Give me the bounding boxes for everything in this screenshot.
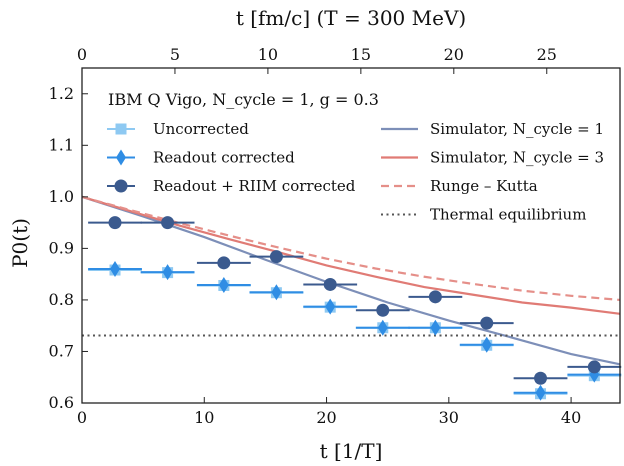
top-x-tick-label: 20 bbox=[444, 45, 464, 64]
point-diamond bbox=[162, 264, 173, 281]
y-tick-label: 0.8 bbox=[49, 290, 74, 309]
y-tick-label: 1.1 bbox=[49, 135, 74, 154]
series-points bbox=[88, 216, 622, 401]
point-circle bbox=[534, 371, 548, 385]
point-circle bbox=[480, 316, 494, 330]
top-x-tick-label: 10 bbox=[258, 45, 278, 64]
legend-label: Readout corrected bbox=[153, 149, 295, 167]
x-tick-label: 10 bbox=[194, 408, 214, 427]
top-x-tick-label: 0 bbox=[77, 45, 87, 64]
top-x-tick-label: 25 bbox=[537, 45, 557, 64]
point-circle bbox=[108, 216, 122, 230]
point-diamond bbox=[271, 284, 282, 301]
x-tick-label: 20 bbox=[316, 408, 336, 427]
point-diamond bbox=[116, 149, 126, 166]
point-diamond bbox=[110, 261, 121, 277]
point-circle bbox=[114, 179, 128, 193]
x-tick-label: 30 bbox=[439, 408, 459, 427]
x-tick-label: 0 bbox=[77, 408, 87, 427]
point-circle bbox=[161, 216, 175, 230]
point-diamond bbox=[377, 319, 388, 336]
top-x-tick-label: 15 bbox=[351, 45, 371, 64]
legend-label: Simulator, N_cycle = 1 bbox=[430, 120, 604, 138]
legend: IBM Q Vigo, N_cycle = 1, g = 0.3 Uncorrec… bbox=[107, 90, 604, 224]
y-tick-label: 0.7 bbox=[49, 341, 74, 360]
point-circle bbox=[323, 277, 337, 291]
point-circle bbox=[376, 303, 390, 317]
point-circle bbox=[428, 290, 442, 304]
series-line bbox=[81, 195, 621, 366]
legend-label: Runge – Kutta bbox=[430, 177, 538, 195]
x-tick-label: 40 bbox=[561, 408, 581, 427]
legend-label: Uncorrected bbox=[153, 120, 249, 138]
legend-label: Thermal equilibrium bbox=[430, 206, 586, 224]
point-diamond bbox=[325, 298, 336, 315]
x-axis-label: t [1/T] bbox=[320, 439, 383, 463]
top-axis-label: t [fm/c] (T = 300 MeV) bbox=[236, 6, 466, 30]
point-diamond bbox=[481, 336, 492, 353]
point-square bbox=[115, 123, 127, 135]
top-x-tick-label: 5 bbox=[170, 45, 180, 64]
y-tick-label: 1.2 bbox=[49, 84, 74, 103]
y-axis-label: P0(t) bbox=[8, 218, 32, 268]
legend-label: Readout + RIIM corrected bbox=[153, 177, 356, 195]
point-diamond bbox=[430, 319, 441, 336]
point-circle bbox=[269, 250, 283, 264]
point-diamond bbox=[535, 384, 546, 401]
legend-label: Simulator, N_cycle = 3 bbox=[430, 149, 604, 167]
point-diamond bbox=[218, 276, 229, 293]
y-tick-label: 0.6 bbox=[49, 393, 74, 412]
y-tick-label: 0.9 bbox=[49, 238, 74, 257]
legend-title: IBM Q Vigo, N_cycle = 1, g = 0.3 bbox=[108, 90, 379, 109]
plot-frame bbox=[81, 67, 621, 404]
point-circle bbox=[217, 256, 231, 270]
point-circle bbox=[587, 360, 601, 374]
axis-ticks: 0 10 20 30 40 0.6 0.7 0.8 0.9 1.0 1.1 1.2 0 5 10 15 20 25 bbox=[49, 45, 582, 427]
y-tick-label: 1.0 bbox=[49, 187, 74, 206]
